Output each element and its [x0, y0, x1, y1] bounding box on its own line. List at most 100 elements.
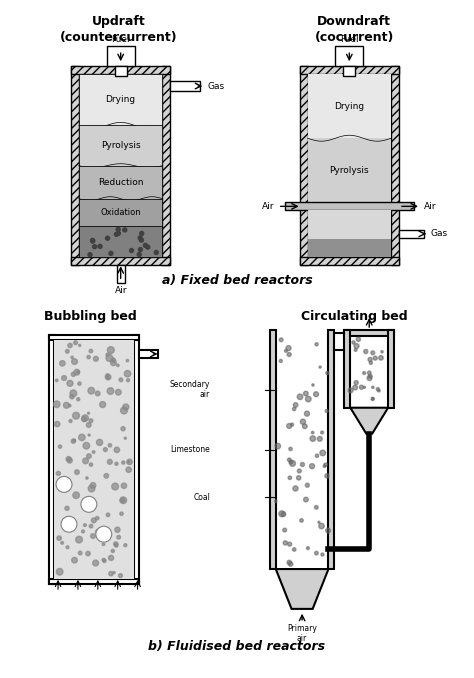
Bar — [300, 66, 308, 265]
Circle shape — [103, 447, 107, 452]
Circle shape — [129, 249, 134, 252]
Circle shape — [315, 551, 318, 555]
Circle shape — [368, 357, 372, 361]
Circle shape — [286, 346, 291, 351]
Circle shape — [88, 485, 95, 492]
Circle shape — [122, 461, 125, 464]
Circle shape — [123, 228, 127, 232]
Circle shape — [292, 407, 296, 411]
Circle shape — [323, 465, 326, 467]
Circle shape — [65, 506, 69, 511]
Circle shape — [124, 437, 127, 439]
Bar — [71, 66, 170, 74]
Circle shape — [293, 403, 298, 407]
Circle shape — [290, 460, 295, 466]
Bar — [308, 74, 391, 138]
Text: Air: Air — [262, 202, 275, 211]
Circle shape — [109, 555, 114, 561]
Circle shape — [367, 371, 371, 375]
Circle shape — [378, 389, 380, 392]
Circle shape — [289, 447, 292, 451]
Circle shape — [376, 388, 380, 391]
Circle shape — [78, 551, 82, 555]
Text: Gas: Gas — [431, 229, 448, 239]
Circle shape — [58, 445, 62, 448]
Circle shape — [113, 572, 115, 574]
Circle shape — [281, 512, 286, 517]
Circle shape — [83, 523, 86, 527]
Circle shape — [284, 349, 287, 353]
Circle shape — [315, 454, 319, 458]
Circle shape — [119, 378, 123, 382]
Circle shape — [315, 342, 318, 346]
Circle shape — [279, 359, 283, 363]
Circle shape — [319, 366, 321, 368]
Circle shape — [303, 391, 308, 396]
Circle shape — [64, 402, 69, 408]
Circle shape — [82, 530, 84, 533]
Circle shape — [279, 338, 283, 342]
Circle shape — [76, 536, 82, 543]
Circle shape — [287, 560, 292, 565]
Text: Fuel: Fuel — [111, 35, 130, 44]
Bar — [54, 340, 134, 579]
Circle shape — [66, 546, 69, 549]
Circle shape — [89, 463, 92, 466]
Bar — [300, 66, 399, 74]
Circle shape — [91, 518, 96, 523]
Circle shape — [92, 245, 97, 249]
Circle shape — [291, 423, 293, 426]
Circle shape — [348, 388, 353, 393]
Circle shape — [61, 542, 64, 544]
Text: Bubbling bed: Bubbling bed — [45, 310, 137, 323]
Circle shape — [88, 387, 95, 394]
Circle shape — [83, 443, 90, 449]
Circle shape — [318, 521, 320, 523]
Text: Air: Air — [114, 286, 127, 295]
Bar — [79, 199, 163, 226]
Circle shape — [74, 470, 79, 475]
Circle shape — [102, 559, 105, 561]
Circle shape — [318, 437, 322, 441]
Bar — [343, 66, 356, 76]
Circle shape — [73, 520, 75, 523]
Circle shape — [292, 548, 296, 551]
Bar — [328, 330, 335, 569]
Bar — [388, 330, 394, 407]
Circle shape — [381, 351, 383, 353]
Polygon shape — [350, 407, 388, 434]
Circle shape — [123, 404, 129, 410]
Circle shape — [283, 541, 287, 545]
Bar — [117, 265, 125, 283]
Circle shape — [73, 412, 80, 419]
Circle shape — [154, 250, 158, 254]
Bar — [79, 125, 163, 165]
Circle shape — [87, 454, 91, 458]
Circle shape — [120, 512, 123, 515]
Circle shape — [82, 415, 88, 421]
Circle shape — [310, 464, 315, 468]
Bar — [308, 210, 391, 239]
Circle shape — [287, 424, 292, 428]
Circle shape — [275, 443, 281, 449]
Circle shape — [69, 404, 71, 407]
Text: Primary
air: Primary air — [287, 624, 317, 643]
Circle shape — [120, 497, 127, 504]
Circle shape — [89, 349, 92, 353]
Text: Oxidation: Oxidation — [100, 208, 141, 217]
Circle shape — [126, 467, 131, 473]
Circle shape — [372, 386, 374, 388]
Circle shape — [104, 473, 109, 478]
Circle shape — [354, 380, 358, 384]
Circle shape — [93, 357, 98, 361]
Circle shape — [368, 374, 372, 378]
Circle shape — [121, 426, 125, 431]
Circle shape — [288, 562, 293, 566]
Circle shape — [320, 450, 326, 456]
Circle shape — [102, 543, 105, 546]
Bar — [270, 330, 276, 569]
Bar — [49, 579, 138, 584]
Circle shape — [71, 439, 75, 443]
Circle shape — [69, 420, 72, 422]
Text: Gas: Gas — [207, 81, 224, 91]
